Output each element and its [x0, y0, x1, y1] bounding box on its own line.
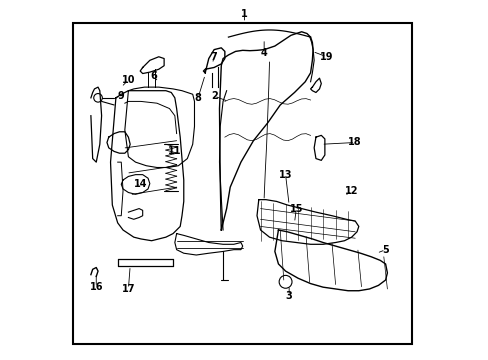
Text: 11: 11 [168, 147, 181, 157]
Text: 15: 15 [289, 203, 303, 213]
Text: 3: 3 [285, 291, 292, 301]
Text: 13: 13 [278, 170, 292, 180]
Text: 6: 6 [150, 71, 157, 81]
Text: 18: 18 [348, 138, 361, 148]
Text: 8: 8 [194, 93, 201, 103]
Text: 14: 14 [134, 179, 147, 189]
Text: 7: 7 [210, 52, 217, 62]
Text: 1: 1 [241, 9, 247, 19]
Text: 17: 17 [122, 284, 135, 294]
Text: 19: 19 [319, 52, 333, 62]
Text: 4: 4 [260, 48, 267, 58]
FancyBboxPatch shape [73, 23, 411, 344]
Text: 10: 10 [122, 75, 135, 85]
Text: 16: 16 [89, 282, 103, 292]
Text: 5: 5 [382, 245, 388, 255]
Text: 12: 12 [344, 186, 358, 196]
Text: 9: 9 [118, 91, 124, 101]
Text: 2: 2 [210, 91, 217, 101]
